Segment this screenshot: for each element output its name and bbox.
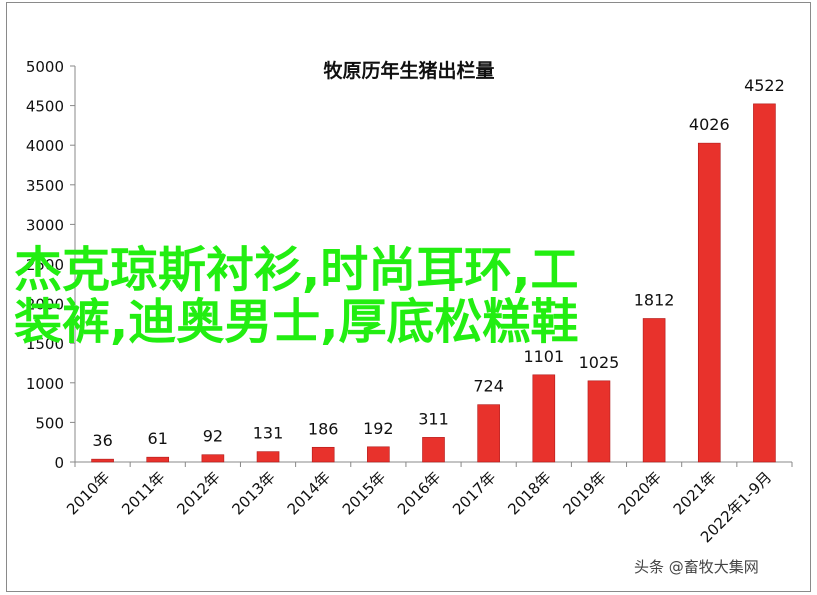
bar-2013年 bbox=[256, 451, 280, 463]
x-tick-label: 2012年 bbox=[173, 468, 223, 518]
data-label: 192 bbox=[363, 419, 394, 438]
data-label: 724 bbox=[473, 377, 504, 396]
y-tick-label: 5000 bbox=[26, 58, 64, 76]
bar-2012年 bbox=[201, 454, 225, 463]
y-tick-label: 1500 bbox=[26, 335, 64, 353]
data-label: 1025 bbox=[579, 353, 620, 372]
bar-2019年 bbox=[587, 380, 611, 463]
y-tick-label: 4500 bbox=[26, 98, 64, 116]
y-tick-label: 3500 bbox=[26, 177, 64, 195]
data-label: 92 bbox=[203, 427, 223, 446]
bar-2022年1-9月 bbox=[753, 103, 776, 463]
axes: 0 500 1000 1500 2000 2500 3000 3500 4000 4500 5000 bbox=[26, 58, 793, 472]
bar-2020年 bbox=[642, 318, 666, 463]
x-tick-labels: 2010年 2011年 2012年 2013年 2014年 2015年 2016年 2017年… bbox=[63, 468, 775, 546]
data-label: 311 bbox=[418, 409, 449, 428]
x-tick-label: 2017年 bbox=[449, 468, 499, 518]
data-label: 4026 bbox=[689, 115, 730, 134]
data-label: 36 bbox=[92, 431, 112, 450]
chart-frame bbox=[6, 2, 811, 592]
x-tick-label: 2020年 bbox=[615, 468, 665, 518]
y-tick-label: 3000 bbox=[26, 216, 64, 234]
x-tick-label: 2014年 bbox=[284, 468, 334, 518]
x-tick-label: 2010年 bbox=[63, 468, 113, 518]
y-tick-label: 4000 bbox=[26, 137, 64, 155]
x-tick-label: 2021年 bbox=[670, 468, 720, 518]
y-tick-label: 0 bbox=[54, 454, 64, 472]
bar-2014年 bbox=[311, 446, 335, 463]
y-tick-label: 500 bbox=[35, 414, 64, 432]
y-tick-label: 2500 bbox=[26, 256, 64, 274]
x-tick-label: 2011年 bbox=[118, 468, 168, 518]
watermark: 头条 @畜牧大集网 bbox=[634, 558, 759, 576]
x-tick-label: 2016年 bbox=[394, 468, 444, 518]
data-label: 1812 bbox=[634, 290, 675, 309]
data-label: 61 bbox=[148, 429, 168, 448]
x-tick-label: 2019年 bbox=[559, 468, 609, 518]
x-tick-label: 2018年 bbox=[504, 468, 554, 518]
data-label: 1101 bbox=[523, 347, 564, 366]
bar-2010年 bbox=[91, 458, 114, 463]
chart-title: 牧原历年生猪出栏量 bbox=[323, 59, 494, 82]
data-labels: 36 61 92 131 186 192 311 724 1101 1025 1812 4026 452… bbox=[92, 76, 784, 450]
bar-2016年 bbox=[422, 437, 445, 463]
bars bbox=[91, 103, 776, 463]
x-tick-label: 2013年 bbox=[229, 468, 279, 518]
bar-2017年 bbox=[477, 404, 500, 463]
x-tick-label: 2015年 bbox=[339, 468, 389, 518]
bar-2015年 bbox=[367, 446, 390, 463]
data-label: 4522 bbox=[744, 76, 785, 95]
bar-2018年 bbox=[532, 374, 556, 463]
bar-2011年 bbox=[146, 456, 170, 463]
y-tick-label: 2000 bbox=[26, 296, 64, 314]
y-tick-label: 1000 bbox=[26, 375, 64, 393]
data-label: 186 bbox=[308, 419, 339, 438]
bar-2021年 bbox=[697, 142, 721, 463]
data-label: 131 bbox=[253, 424, 284, 443]
